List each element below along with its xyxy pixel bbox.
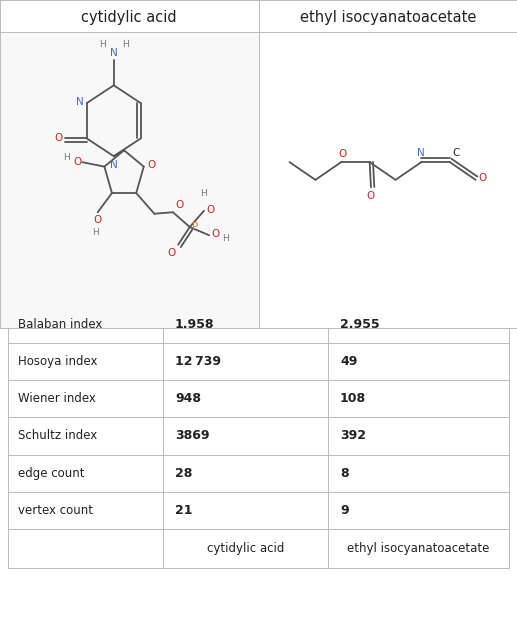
Text: O: O [148,160,156,170]
Text: O: O [73,156,81,167]
Text: H: H [223,234,230,243]
Text: 49: 49 [340,355,357,368]
Text: 3869: 3869 [175,430,209,442]
Text: O: O [175,200,183,210]
Text: vertex count: vertex count [18,504,93,517]
Text: H: H [201,189,207,198]
Text: C: C [452,148,460,158]
Text: Schultz index: Schultz index [18,430,97,442]
Text: N: N [76,96,84,106]
Text: ethyl isocyanatoacetate: ethyl isocyanatoacetate [347,542,490,555]
Text: H: H [63,153,69,163]
Text: 12 739: 12 739 [175,355,221,368]
Text: O: O [211,229,219,239]
Text: 21: 21 [175,504,192,517]
Text: 392: 392 [340,430,366,442]
Text: H: H [122,40,129,49]
Text: O: O [367,191,375,201]
Text: N: N [110,48,117,58]
Text: H: H [92,227,99,237]
Text: 1.958: 1.958 [175,318,215,331]
Text: cytidylic acid: cytidylic acid [82,10,177,25]
Text: 28: 28 [175,467,192,480]
Text: 948: 948 [175,392,201,405]
Text: Wiener index: Wiener index [18,392,96,405]
Text: O: O [94,214,102,224]
Text: O: O [339,148,346,159]
Text: Balaban index: Balaban index [18,318,102,331]
Text: O: O [479,174,487,184]
Text: N: N [110,159,117,170]
Text: ethyl isocyanatoacetate: ethyl isocyanatoacetate [299,10,476,25]
Text: 9: 9 [340,504,348,517]
Text: edge count: edge count [18,467,84,480]
Text: Hosoya index: Hosoya index [18,355,98,368]
Text: O: O [54,133,63,143]
Text: 8: 8 [340,467,348,480]
Text: O: O [168,248,176,258]
Text: H: H [99,40,105,49]
Text: 108: 108 [340,392,366,405]
Text: P: P [192,222,198,232]
Text: O: O [206,205,214,215]
Text: N: N [418,148,425,158]
Text: 2.955: 2.955 [340,318,379,331]
Text: cytidylic acid: cytidylic acid [207,542,284,555]
